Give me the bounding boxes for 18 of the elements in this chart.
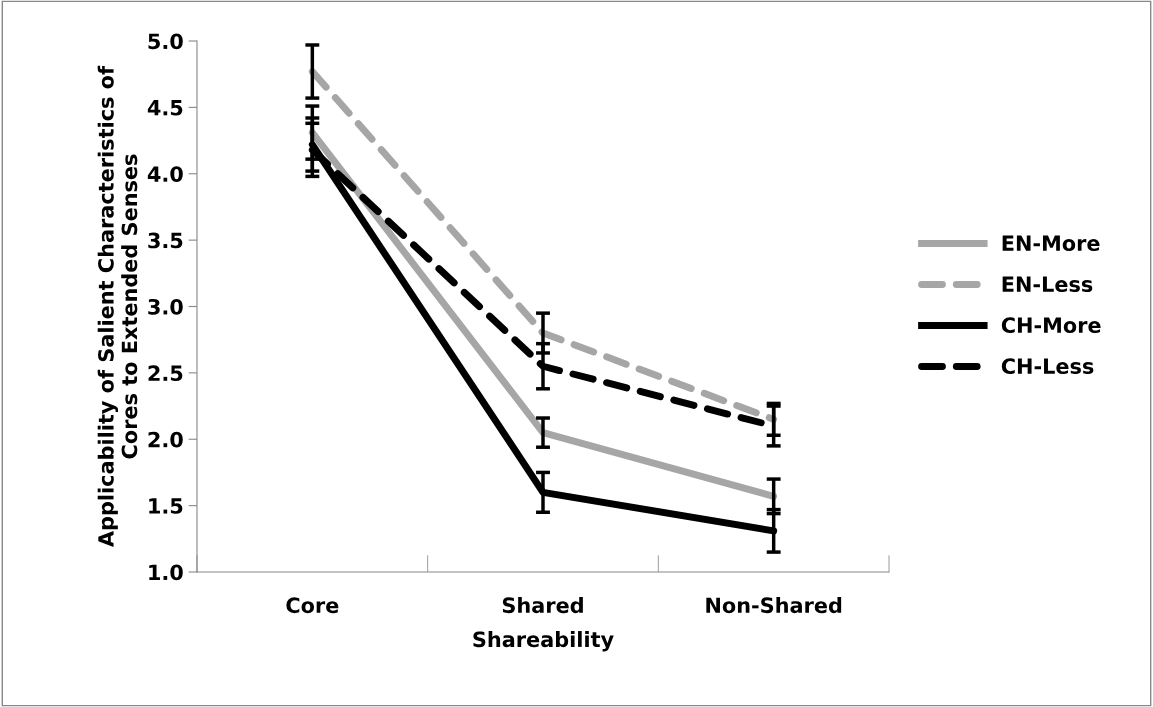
y-tick-label: 1.0 <box>149 564 183 581</box>
x-tick-label: Core <box>286 597 339 614</box>
x-axis-title: Shareability <box>473 631 614 652</box>
y-tick-label: 2.5 <box>148 365 183 382</box>
y-tick-label: 3.5 <box>148 232 183 249</box>
y-tick-label: 5.0 <box>148 33 183 50</box>
y-tick-label: 1.5 <box>149 498 183 514</box>
y-tick-label: 3.0 <box>148 298 183 315</box>
legend-label: EN-Less <box>1002 276 1093 293</box>
legend-label: CH-Less <box>1001 358 1094 375</box>
y-tick-label: 4.0 <box>147 166 183 182</box>
x-tick-label: Non-Shared <box>706 597 842 614</box>
y-tick-label: 4.5 <box>147 100 183 116</box>
legend-label: EN-More <box>1002 235 1100 252</box>
y-tick-label: 2.0 <box>148 431 183 448</box>
x-tick-label: Shared <box>502 597 583 614</box>
y-axis-title: Applicability of Salient Characteristics of Cores to Extended Senses <box>97 65 138 547</box>
legend-label: CH-More <box>1001 317 1101 334</box>
